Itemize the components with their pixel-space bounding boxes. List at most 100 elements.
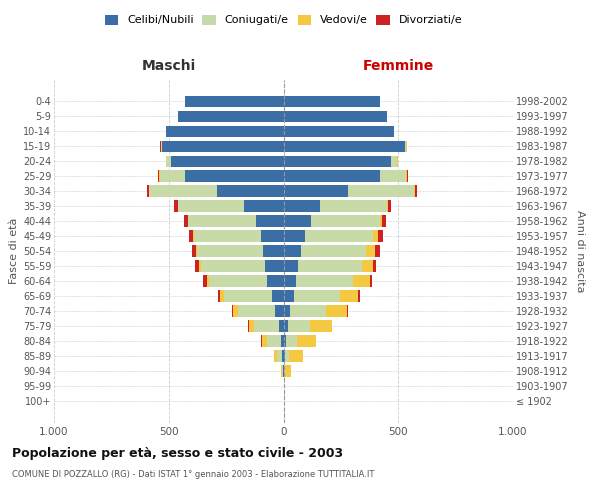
Bar [284,350,303,362]
Bar [284,96,380,108]
Bar [284,290,340,302]
Bar [149,186,284,197]
Bar [284,350,289,362]
Bar [178,110,284,122]
Bar [203,276,284,287]
Bar [262,336,284,347]
Bar [284,246,376,257]
Bar [284,156,398,167]
Bar [284,306,290,317]
Bar [284,96,380,108]
Bar [220,290,284,302]
Bar [209,276,284,287]
Bar [263,246,284,257]
Bar [284,96,380,108]
Bar [284,216,382,227]
Bar [260,230,284,242]
Bar [284,170,407,182]
Bar [174,200,284,212]
Text: Maschi: Maschi [142,59,196,73]
Bar [268,336,284,347]
Legend: Celibi/Nubili, Coniugati/e, Vedovi/e, Divorziati/e: Celibi/Nubili, Coniugati/e, Vedovi/e, Di… [100,10,467,30]
Bar [284,260,362,272]
Bar [284,216,311,227]
Bar [158,170,284,182]
Bar [284,140,407,152]
Bar [284,290,358,302]
Bar [284,186,348,197]
Bar [284,140,407,152]
Bar [284,216,380,227]
Bar [185,96,284,108]
Bar [284,170,408,182]
Bar [224,290,284,302]
Bar [178,110,284,122]
Bar [159,170,284,182]
Bar [277,350,284,362]
Bar [284,170,406,182]
Bar [284,96,380,108]
Bar [284,320,332,332]
Bar [171,156,284,167]
Bar [197,246,284,257]
Bar [282,366,284,377]
Text: Femmine: Femmine [362,59,434,73]
Bar [284,276,373,287]
Bar [199,260,284,272]
Y-axis label: Anni di nascita: Anni di nascita [575,210,586,292]
Bar [284,200,388,212]
Bar [284,276,353,287]
Bar [284,276,296,287]
Bar [160,170,284,182]
Bar [284,110,387,122]
Bar [284,336,286,347]
Bar [274,350,284,362]
Bar [284,336,297,347]
Bar [268,276,284,287]
Bar [189,230,284,242]
Bar [284,200,391,212]
Bar [178,110,284,122]
Bar [284,156,391,167]
Bar [192,246,284,257]
Bar [284,186,417,197]
Bar [166,126,284,137]
Bar [284,200,387,212]
Bar [284,350,303,362]
Bar [188,216,284,227]
Bar [166,156,284,167]
Bar [284,186,415,197]
Bar [166,126,284,137]
Bar [233,306,284,317]
Bar [284,126,394,137]
Bar [166,126,284,137]
Bar [284,260,376,272]
Bar [284,290,294,302]
Bar [284,336,316,347]
Bar [284,200,320,212]
Bar [284,126,394,137]
Bar [254,320,284,332]
Bar [284,156,398,167]
Bar [248,320,284,332]
Bar [284,230,373,242]
Bar [185,96,284,108]
Bar [284,156,397,167]
Bar [281,366,284,377]
Bar [149,186,284,197]
Bar [284,140,406,152]
Bar [284,320,310,332]
Bar [284,126,394,137]
Bar [162,140,284,152]
Bar [206,276,284,287]
Bar [244,200,284,212]
Bar [178,110,284,122]
Bar [284,306,348,317]
Bar [284,276,370,287]
Bar [284,290,360,302]
Text: COMUNE DI POZZALLO (RG) - Dati ISTAT 1° gennaio 2003 - Elaborazione TUTTITALIA.I: COMUNE DI POZZALLO (RG) - Dati ISTAT 1° … [12,470,374,479]
Bar [195,260,284,272]
Bar [284,306,326,317]
Bar [284,170,380,182]
Bar [166,156,284,167]
